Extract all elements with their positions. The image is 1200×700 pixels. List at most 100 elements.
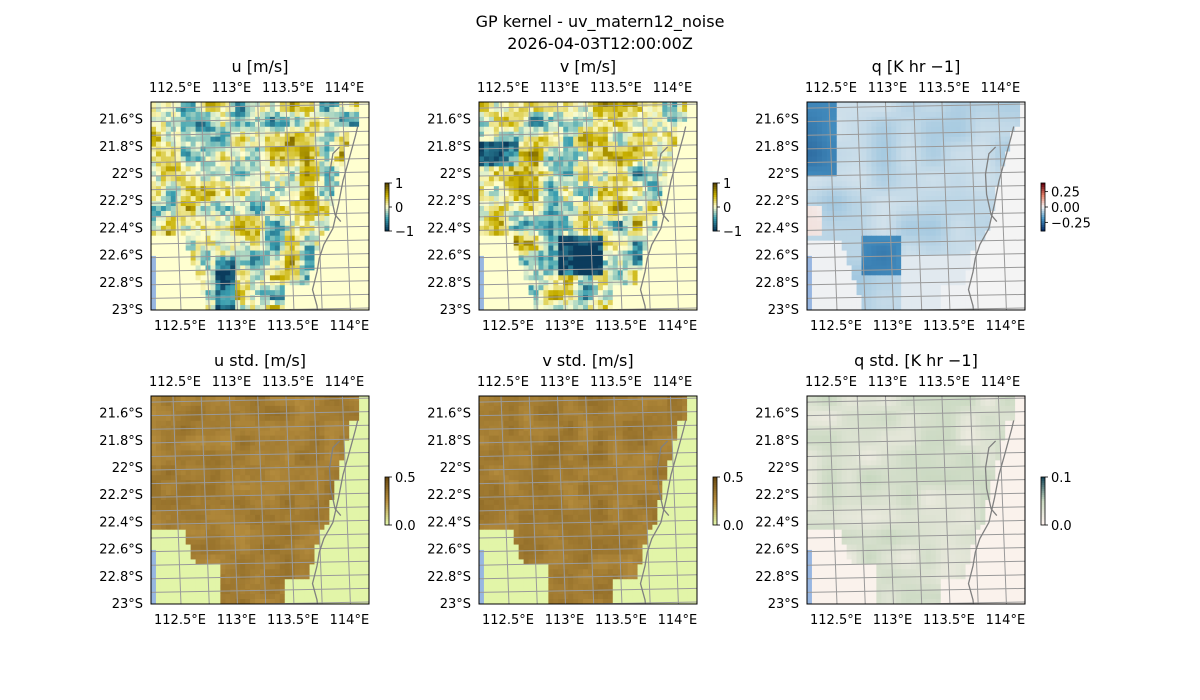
heatmap-cell (617, 225, 624, 232)
heatmap-cell (965, 196, 971, 202)
heatmap-cell (592, 270, 599, 276)
heatmap-cell (975, 186, 981, 192)
colorbar-segment (385, 229, 389, 232)
heatmap-cell (945, 126, 952, 133)
heatmap-cell (523, 260, 529, 266)
heatmap-cell (548, 230, 554, 237)
heatmap-cell (627, 280, 633, 286)
heatmap-cell (647, 166, 653, 172)
heatmap-cell (612, 255, 619, 261)
heatmap-cell (687, 230, 693, 237)
heatmap-cell (284, 295, 291, 301)
heatmap-cell (657, 295, 663, 301)
heatmap-cell (588, 270, 594, 276)
heatmap-cell (225, 265, 231, 271)
heatmap-cell (180, 181, 187, 187)
heatmap-cell (637, 141, 643, 147)
heatmap-cell (1010, 166, 1016, 172)
heatmap-cell (573, 206, 579, 212)
heatmap-cell (583, 206, 589, 212)
heatmap-cell (329, 245, 335, 251)
heatmap-cell (568, 250, 574, 256)
heatmap-cell (851, 196, 857, 202)
heatmap-cell (682, 121, 688, 128)
heatmap-cell (339, 250, 345, 256)
heatmap-cell (299, 121, 305, 128)
heatmap-cell (612, 280, 619, 286)
heatmap-cell (1000, 126, 1006, 133)
heatmap-cell (592, 240, 599, 247)
heatmap-cell (807, 136, 813, 143)
heatmap-cell (185, 220, 192, 227)
heatmap-cell (503, 181, 510, 187)
heatmap-cell (155, 240, 162, 247)
heatmap-cell (553, 290, 559, 296)
heatmap-cell (841, 141, 848, 147)
heatmap-cell (573, 201, 579, 207)
heatmap-cell (1000, 196, 1006, 202)
heatmap-cell (215, 295, 221, 301)
heatmap-cell (508, 270, 515, 276)
heatmap-cell (896, 210, 902, 217)
heatmap-cell (881, 225, 887, 232)
heatmap-cell (508, 225, 515, 232)
heatmap-cell (602, 290, 609, 296)
heatmap-cell (274, 300, 281, 306)
heatmap-cell (871, 102, 877, 108)
heatmap-cell (225, 146, 231, 152)
heatmap-cell (990, 136, 996, 143)
heatmap-cell (662, 220, 668, 227)
heatmap-cell (632, 161, 638, 167)
heatmap-cell (573, 141, 579, 147)
heatmap-cell (692, 136, 697, 143)
heatmap-cell (359, 260, 365, 266)
heatmap-cell (165, 206, 172, 212)
heatmap-cell (304, 191, 310, 197)
heatmap-cell (250, 141, 256, 147)
heatmap-cell (573, 220, 579, 227)
heatmap-cell (965, 215, 971, 222)
heatmap-cell (151, 102, 157, 108)
heatmap-cell (354, 280, 360, 286)
heatmap-cell (165, 121, 172, 128)
heatmap-cell (687, 206, 693, 212)
heatmap-cell (250, 176, 256, 182)
heatmap-cell (245, 176, 251, 182)
heatmap-cell (930, 106, 937, 113)
heatmap-cell (687, 166, 693, 172)
heatmap-cell (568, 191, 574, 197)
heatmap-cell (578, 240, 584, 247)
heatmap-cell (349, 121, 355, 128)
heatmap-cell (151, 151, 157, 157)
heatmap-cell (493, 285, 500, 291)
heatmap-cell (543, 215, 549, 222)
heatmap-cell (692, 206, 697, 212)
heatmap-cell (871, 151, 877, 157)
heatmap-cell (970, 106, 976, 113)
heatmap-cell (627, 106, 633, 113)
heatmap-cell (344, 270, 350, 276)
heatmap-cell (354, 131, 360, 138)
heatmap-cell (667, 206, 673, 212)
heatmap-cell (642, 131, 648, 138)
heatmap-cell (901, 215, 907, 222)
heatmap-cell (583, 305, 589, 310)
heatmap-cell (821, 161, 828, 167)
heatmap-cell (617, 215, 624, 222)
colorbar-segment (385, 189, 389, 192)
heatmap-cell (558, 166, 564, 172)
heatmap-cell (682, 260, 688, 266)
heatmap-cell (294, 240, 301, 247)
heatmap-cell (548, 285, 554, 291)
heatmap-cell (950, 210, 957, 217)
heatmap-cell (364, 121, 369, 128)
heatmap-cell (160, 230, 167, 237)
heatmap-cell (607, 270, 614, 276)
heatmap-cell (920, 156, 927, 162)
heatmap-cell (235, 161, 241, 167)
heatmap-cell (160, 176, 167, 182)
heatmap-cell (190, 146, 196, 152)
heatmap-cell (672, 230, 678, 237)
heatmap-cell (255, 146, 261, 152)
heatmap-cell (170, 305, 177, 310)
